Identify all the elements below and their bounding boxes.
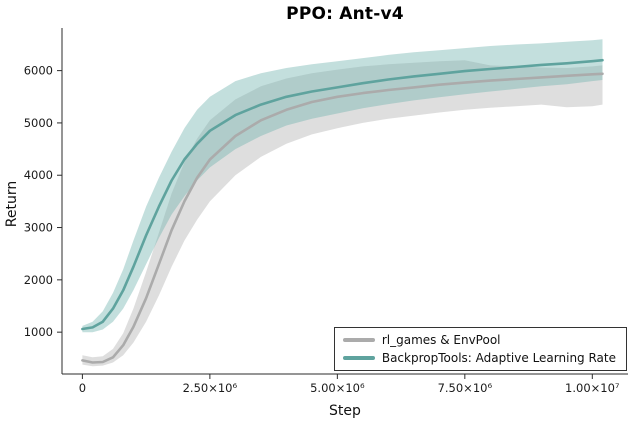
legend-label: BackpropTools: Adaptive Learning Rate: [381, 351, 616, 365]
y-tick-label: 5000: [24, 116, 53, 130]
y-tick-label: 6000: [24, 64, 53, 78]
y-tick-label: 1000: [24, 325, 53, 339]
confidence-band: [82, 60, 603, 367]
series-line: [81, 72, 604, 364]
legend: rl_games & EnvPool BackpropTools: Adapti…: [333, 327, 627, 371]
confidence-band: [82, 39, 603, 333]
x-tick-label: 2.50×10⁶: [183, 381, 238, 395]
y-axis-label: Return: [4, 180, 20, 228]
legend-label: rl_games & EnvPool: [381, 333, 501, 347]
x-tick-label: 5.00×10⁶: [310, 381, 365, 395]
x-tick-label: 7.50×10⁶: [438, 381, 493, 395]
x-axis-label: Step: [329, 403, 361, 419]
series-line: [81, 58, 604, 331]
legend-line-swatch-teal: [342, 356, 375, 360]
x-tick-label: 1.00×10⁷: [565, 381, 620, 395]
y-tick-label: 4000: [24, 168, 53, 182]
legend-line-swatch-gray: [342, 338, 375, 342]
legend-item-rl-games: rl_games & EnvPool: [342, 333, 616, 347]
y-tick-label: 3000: [24, 221, 53, 235]
y-tick-label: 2000: [24, 273, 53, 287]
chart-title: PPO: Ant-v4: [286, 4, 404, 24]
x-tick-label: 0: [79, 381, 86, 395]
legend-item-backproptools: BackpropTools: Adaptive Learning Rate: [342, 351, 616, 365]
